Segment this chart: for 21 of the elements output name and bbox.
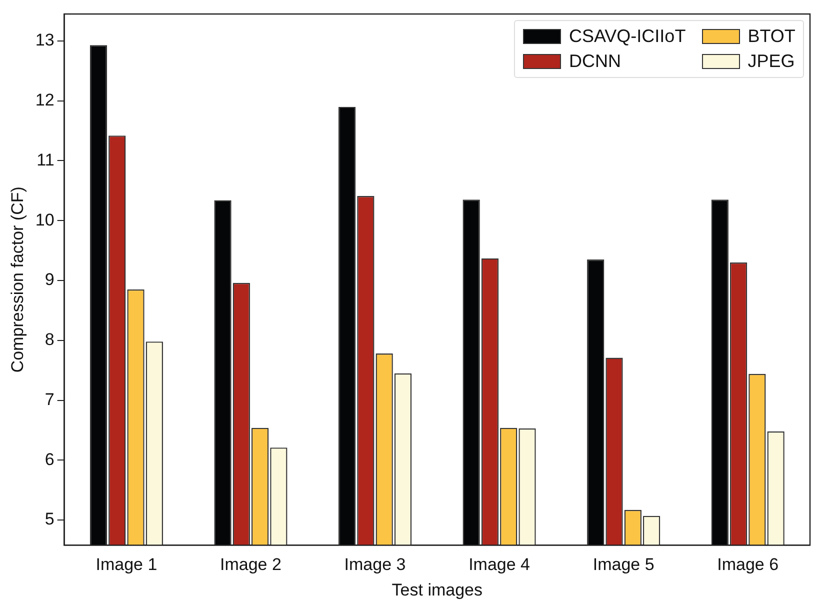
x-tick-label: Image 5 [592, 555, 654, 574]
legend-label: BTOT [748, 26, 796, 47]
legend-label: JPEG [748, 51, 795, 72]
y-tick-label: 13 [35, 30, 54, 50]
x-tick-label: Image 2 [220, 555, 282, 574]
y-tick-label: 5 [44, 510, 54, 529]
y-tick-label: 9 [44, 270, 54, 290]
y-tick-label: 8 [44, 330, 54, 350]
x-tick-label: Image 4 [468, 555, 530, 574]
x-tick-label: Image 1 [96, 555, 158, 574]
y-tick-label: 6 [44, 450, 54, 469]
y-axis-title: Compression factor (CF) [8, 186, 27, 373]
legend-label: DCNN [569, 51, 621, 72]
x-axis-title: Test images [392, 580, 483, 600]
y-tick-label: 7 [44, 390, 54, 409]
x-tick-label: Image 3 [344, 555, 406, 574]
legend-label: CSAVQ-ICIIoT [569, 26, 686, 47]
y-tick-label: 12 [35, 90, 54, 110]
y-tick-label: 10 [35, 210, 54, 230]
x-tick-label: Image 6 [717, 555, 779, 574]
y-tick-label: 11 [36, 150, 54, 170]
